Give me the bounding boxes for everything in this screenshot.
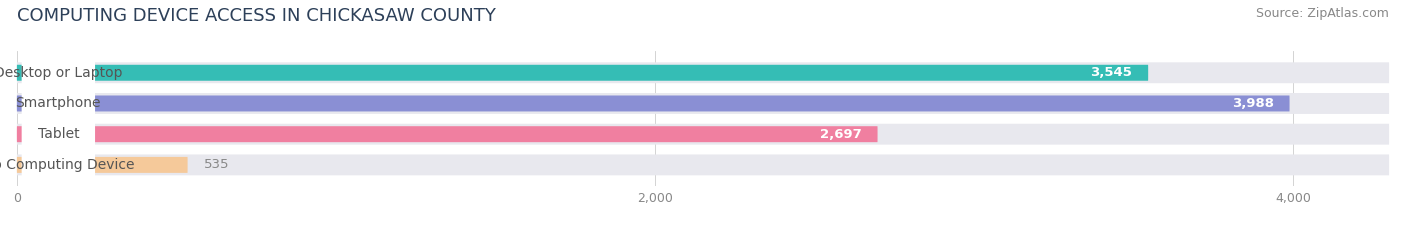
Text: 2,697: 2,697	[820, 128, 862, 141]
FancyBboxPatch shape	[21, 153, 96, 177]
Text: Smartphone: Smartphone	[15, 96, 101, 110]
Text: 535: 535	[204, 158, 229, 171]
Text: No Computing Device: No Computing Device	[0, 158, 134, 172]
FancyBboxPatch shape	[17, 124, 1389, 145]
FancyBboxPatch shape	[17, 62, 1389, 83]
Text: 3,988: 3,988	[1232, 97, 1274, 110]
Text: 3,545: 3,545	[1091, 66, 1132, 79]
FancyBboxPatch shape	[17, 93, 1389, 114]
FancyBboxPatch shape	[17, 65, 1149, 81]
FancyBboxPatch shape	[21, 91, 96, 116]
FancyBboxPatch shape	[17, 96, 1289, 111]
Text: COMPUTING DEVICE ACCESS IN CHICKASAW COUNTY: COMPUTING DEVICE ACCESS IN CHICKASAW COU…	[17, 7, 496, 25]
FancyBboxPatch shape	[17, 126, 877, 142]
FancyBboxPatch shape	[21, 122, 96, 147]
FancyBboxPatch shape	[17, 157, 187, 173]
FancyBboxPatch shape	[21, 61, 96, 85]
FancyBboxPatch shape	[17, 154, 1389, 175]
Text: Tablet: Tablet	[38, 127, 79, 141]
Text: Source: ZipAtlas.com: Source: ZipAtlas.com	[1256, 7, 1389, 20]
Text: Desktop or Laptop: Desktop or Laptop	[0, 66, 122, 80]
